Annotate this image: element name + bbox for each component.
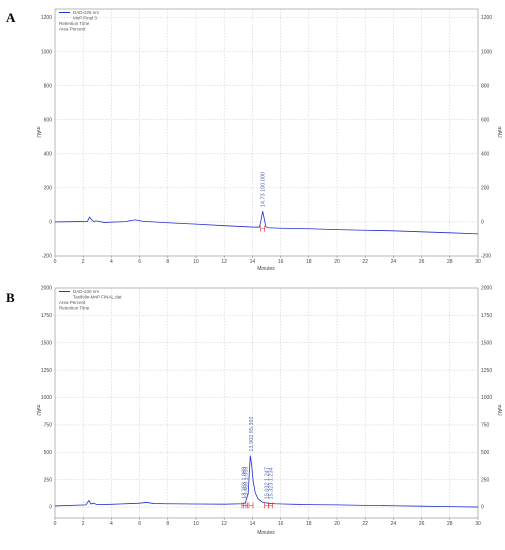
- y-tick-label-left-a: 600: [44, 117, 53, 123]
- x-tick-label-a: 0: [54, 259, 57, 265]
- chromatogram-a: 0 2 4 6 8 10 12 14 16 18 20 22 24 26 28 30-200 -2000 0200…: [35, 8, 502, 272]
- y-tick-label-left-a: 0: [49, 220, 52, 226]
- x-tick-label-b: 0: [54, 521, 57, 527]
- panel-b-label: B: [6, 290, 15, 305]
- y-tick-label-right-a: 1000: [481, 49, 492, 55]
- x-tick-label-b: 30: [475, 521, 481, 527]
- y-tick-label-right-a: 200: [481, 186, 490, 192]
- peak-label-b: 13.460 1.058: [243, 467, 249, 499]
- x-tick-label-b: 18: [306, 521, 312, 527]
- legend-text-a-1: DAD-225 nm: [73, 10, 99, 15]
- legend-text-a-3: Retention Time: [59, 21, 90, 26]
- x-axis-label-b: Minutes: [257, 530, 275, 536]
- y-tick-label-right-a: 800: [481, 83, 490, 89]
- x-tick-label-b: 8: [166, 521, 169, 527]
- y-tick-label-right-b: 1000: [481, 395, 492, 401]
- peak-label-b: 13.393 1.069: [242, 467, 248, 499]
- y-tick-label-left-b: 1250: [41, 368, 52, 374]
- y-tick-label-right-b: 1500: [481, 340, 492, 346]
- x-tick-label-b: 4: [110, 521, 113, 527]
- y-tick-label-right-b: 500: [481, 450, 490, 456]
- x-tick-label-b: 2: [82, 521, 85, 527]
- legend-text-b-1: DAD-230 nm: [73, 289, 99, 294]
- x-tick-label-b: 24: [391, 521, 397, 527]
- y-axis-label-left-a: mAU: [35, 126, 41, 138]
- y-tick-label-left-a: 400: [44, 151, 53, 157]
- legend-b: DAD-230 nm Taxifolin-MnP FINAL.dat Area …: [59, 289, 122, 311]
- y-tick-label-right-b: 2000: [481, 286, 492, 292]
- peak-label-b: 15.323 1.234: [269, 467, 275, 499]
- peak-label-b: 15.032 1.247: [264, 467, 270, 499]
- y-tick-label-left-b: 750: [44, 423, 53, 429]
- y-tick-label-left-b: 0: [49, 505, 52, 511]
- x-tick-label-b: 22: [362, 521, 368, 527]
- x-tick-label-a: 2: [82, 259, 85, 265]
- x-tick-label-a: 12: [221, 259, 227, 265]
- x-tick-label-a: 10: [193, 259, 199, 265]
- x-tick-label-b: 14: [250, 521, 256, 527]
- y-tick-label-right-b: 1250: [481, 368, 492, 374]
- plot-frame-b: [54, 287, 479, 519]
- y-tick-label-right-b: 0: [481, 505, 484, 511]
- x-tick-label-b: 26: [419, 521, 425, 527]
- y-tick-label-right-a: 400: [481, 151, 490, 157]
- y-tick-label-left-b: 500: [44, 450, 53, 456]
- y-tick-label-right-a: 600: [481, 117, 490, 123]
- y-tick-label-left-a: -200: [42, 254, 52, 260]
- y-tick-label-left-b: 250: [44, 477, 53, 483]
- chromatogram-trace-a: [54, 211, 479, 235]
- y-tick-label-right-a: 0: [481, 220, 484, 226]
- x-tick-label-a: 26: [419, 259, 425, 265]
- x-tick-label-b: 20: [334, 521, 340, 527]
- x-tick-label-b: 6: [138, 521, 141, 527]
- x-tick-label-a: 8: [166, 259, 169, 265]
- y-tick-label-right-b: 250: [481, 477, 490, 483]
- y-tick-label-right-b: 1750: [481, 313, 492, 319]
- y-tick-label-left-b: 1750: [41, 313, 52, 319]
- x-tick-label-a: 18: [306, 259, 312, 265]
- panel-a-label: A: [6, 10, 16, 25]
- y-axis-label-right-b: mAU: [496, 404, 502, 416]
- y-tick-label-right-a: -200: [481, 254, 491, 260]
- x-tick-label-b: 12: [221, 521, 227, 527]
- x-tick-label-b: 10: [193, 521, 199, 527]
- x-tick-label-a: 28: [447, 259, 453, 265]
- y-axis-label-right-a: mAU: [496, 126, 502, 138]
- peak-label-a: 14.73 100.000: [260, 172, 266, 207]
- legend-text-a-2: MnP Final 3: [73, 16, 97, 21]
- y-tick-label-left-a: 800: [44, 83, 53, 89]
- y-tick-label-left-b: 2000: [41, 286, 52, 292]
- x-tick-label-a: 14: [250, 259, 256, 265]
- y-tick-label-left-b: 1000: [41, 395, 52, 401]
- x-tick-label-a: 6: [138, 259, 141, 265]
- plot-frame-a: [54, 8, 479, 257]
- y-tick-label-right-a: 1200: [481, 15, 492, 21]
- chromatogram-trace-b: [54, 455, 479, 508]
- legend-text-a-4: Area Percent: [59, 27, 86, 32]
- x-tick-label-a: 22: [362, 259, 368, 265]
- legend-text-b-3: Area Percent: [59, 300, 86, 305]
- x-tick-label-a: 24: [391, 259, 397, 265]
- x-tick-label-b: 16: [278, 521, 284, 527]
- y-axis-label-left-b: mAU: [35, 404, 41, 416]
- y-tick-label-left-a: 1000: [41, 49, 52, 55]
- x-axis-label-a: Minutes: [257, 266, 275, 272]
- y-tick-label-left-a: 200: [44, 186, 53, 192]
- x-tick-label-a: 4: [110, 259, 113, 265]
- x-tick-label-b: 28: [447, 521, 453, 527]
- y-tick-label-left-b: 1500: [41, 340, 52, 346]
- x-tick-label-a: 20: [334, 259, 340, 265]
- x-tick-label-a: 30: [475, 259, 481, 265]
- legend-text-b-4: Retention Time: [59, 306, 90, 311]
- y-tick-label-right-b: 750: [481, 423, 490, 429]
- y-tick-label-left-a: 1200: [41, 15, 52, 21]
- legend-text-b-2: Taxifolin-MnP FINAL.dat: [73, 295, 122, 300]
- peak-label-b: 13.902 95.392: [249, 416, 255, 451]
- x-tick-label-a: 16: [278, 259, 284, 265]
- legend-a: DAD-225 nm MnP Final 3 Retention Time Ar…: [59, 10, 99, 32]
